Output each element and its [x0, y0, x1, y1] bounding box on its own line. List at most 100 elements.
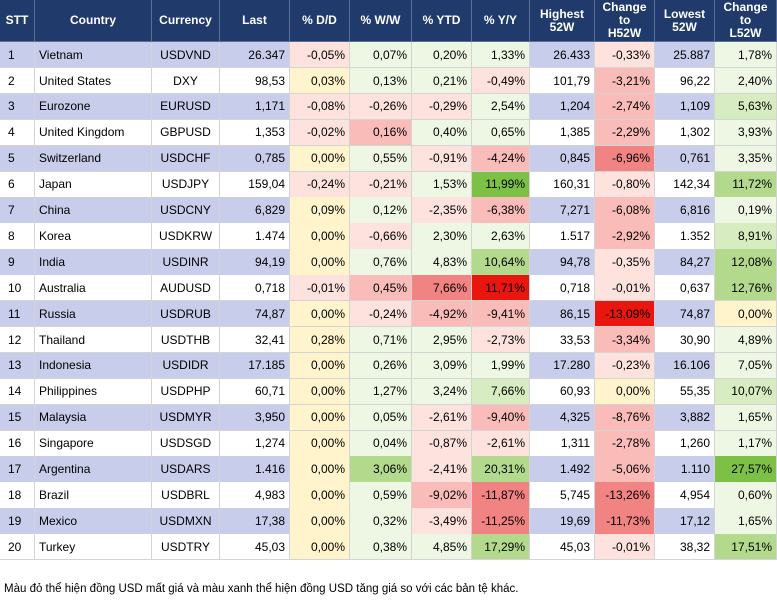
- table-cell: 0,00%: [290, 249, 350, 276]
- table-cell: USDTRY: [152, 534, 220, 561]
- table-cell: 6: [0, 171, 35, 198]
- column-header: Highest 52W: [530, 0, 595, 42]
- table-cell: 14: [0, 378, 35, 406]
- table-cell: Malaysia: [35, 404, 152, 431]
- table-cell: 19,69: [530, 508, 595, 535]
- table-cell: -0,29%: [412, 93, 472, 121]
- table-cell: USDMXN: [152, 508, 220, 535]
- table-cell: -0,26%: [350, 93, 412, 121]
- table-cell: 0,05%: [350, 404, 412, 431]
- table-cell: 3,35%: [715, 145, 777, 172]
- table-cell: 1.110: [655, 456, 715, 483]
- table-cell: 0,59%: [350, 482, 412, 509]
- table-cell: 11,99%: [472, 171, 530, 198]
- table-cell: USDPHP: [152, 378, 220, 406]
- table-cell: -9,40%: [472, 404, 530, 431]
- table-cell: 18: [0, 482, 35, 509]
- table-cell: India: [35, 249, 152, 276]
- table-cell: 0,00%: [290, 352, 350, 380]
- table-cell: 27,57%: [715, 456, 777, 483]
- table-cell: 4,983: [220, 482, 290, 509]
- table-cell: 0,718: [530, 275, 595, 302]
- table-cell: 0,845: [530, 145, 595, 172]
- table-cell: 30,90: [655, 326, 715, 354]
- table-cell: 11,71%: [472, 275, 530, 302]
- table-cell: -5,06%: [595, 456, 655, 483]
- table-cell: 1,171: [220, 93, 290, 121]
- column-header: Change to H52W: [595, 0, 655, 42]
- table-cell: United States: [35, 67, 152, 95]
- column-header: Lowest 52W: [655, 0, 715, 42]
- column-header: % Y/Y: [472, 0, 530, 42]
- table-cell: 2,95%: [412, 326, 472, 354]
- table-cell: 74,87: [220, 301, 290, 328]
- table-cell: 1.517: [530, 223, 595, 250]
- table-cell: 17,29%: [472, 534, 530, 561]
- table-cell: -3,21%: [595, 67, 655, 95]
- table-cell: USDSGD: [152, 430, 220, 457]
- table-cell: 1,33%: [472, 42, 530, 69]
- table-cell: GBPUSD: [152, 119, 220, 147]
- table-cell: China: [35, 197, 152, 224]
- table-cell: 60,71: [220, 378, 290, 406]
- table-cell: 4,85%: [412, 534, 472, 561]
- table-cell: 15: [0, 404, 35, 431]
- table-cell: 98,53: [220, 67, 290, 95]
- table-cell: Japan: [35, 171, 152, 198]
- table-cell: -6,96%: [595, 145, 655, 172]
- table-cell: 5: [0, 145, 35, 172]
- table-cell: 10,64%: [472, 249, 530, 276]
- table-cell: 11,72%: [715, 171, 777, 198]
- table-cell: USDMYR: [152, 404, 220, 431]
- table-cell: 0,65%: [472, 119, 530, 147]
- table-cell: 26.433: [530, 42, 595, 69]
- table-cell: 45,03: [220, 534, 290, 561]
- table-cell: -11,25%: [472, 508, 530, 535]
- table-cell: 7,05%: [715, 352, 777, 380]
- table-cell: 19: [0, 508, 35, 535]
- table-cell: Brazil: [35, 482, 152, 509]
- table-cell: -0,01%: [595, 275, 655, 302]
- table-cell: 16.106: [655, 352, 715, 380]
- table-cell: 0,28%: [290, 326, 350, 354]
- table-cell: -0,02%: [290, 119, 350, 147]
- table-cell: 74,87: [655, 301, 715, 328]
- table-cell: -9,41%: [472, 301, 530, 328]
- table-cell: 7,271: [530, 197, 595, 224]
- table-cell: -6,38%: [472, 197, 530, 224]
- table-cell: 7,66%: [472, 378, 530, 406]
- table-cell: -4,24%: [472, 145, 530, 172]
- table-cell: 0,07%: [350, 42, 412, 69]
- table-cell: 0,00%: [715, 301, 777, 328]
- table-cell: 0,26%: [350, 352, 412, 380]
- table-cell: 12: [0, 326, 35, 354]
- table-cell: -0,24%: [290, 171, 350, 198]
- table-cell: 0,637: [655, 275, 715, 302]
- table-cell: Philippines: [35, 378, 152, 406]
- column-header: % W/W: [350, 0, 412, 42]
- table-cell: 0,00%: [290, 301, 350, 328]
- table-cell: -0,05%: [290, 42, 350, 69]
- table-cell: 17.280: [530, 352, 595, 380]
- table-cell: 1.474: [220, 223, 290, 250]
- table-cell: 1,65%: [715, 508, 777, 535]
- table-cell: -0,87%: [412, 430, 472, 457]
- table-cell: 0,761: [655, 145, 715, 172]
- table-cell: 0,00%: [290, 223, 350, 250]
- table-cell: EURUSD: [152, 93, 220, 121]
- table-cell: -13,26%: [595, 482, 655, 509]
- table-cell: -0,33%: [595, 42, 655, 69]
- table-cell: 17,51%: [715, 534, 777, 561]
- table-cell: 33,53: [530, 326, 595, 354]
- table-cell: 10: [0, 275, 35, 302]
- table-cell: 0,12%: [350, 197, 412, 224]
- table-cell: USDCNY: [152, 197, 220, 224]
- table-cell: 12,76%: [715, 275, 777, 302]
- column-header: Last: [220, 0, 290, 42]
- table-cell: 6,816: [655, 197, 715, 224]
- table-cell: USDIDR: [152, 352, 220, 380]
- column-header: Currency: [152, 0, 220, 42]
- table-cell: 0,21%: [412, 67, 472, 95]
- table-cell: 2: [0, 67, 35, 95]
- table-cell: 12,08%: [715, 249, 777, 276]
